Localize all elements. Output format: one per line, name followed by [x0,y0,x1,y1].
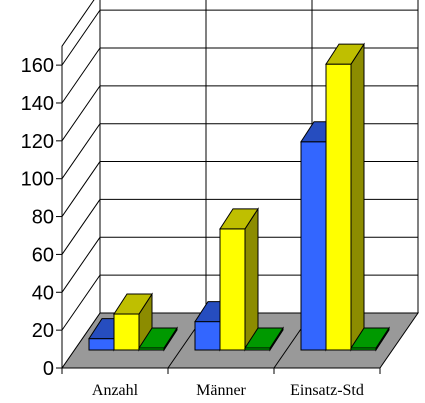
y-tick-label: 60 [32,244,54,266]
chart-side-wall [61,0,101,370]
bar-front [113,313,140,351]
bar-front [194,321,221,351]
bar [325,42,365,352]
bar-front [300,141,327,351]
y-tick-label: 80 [32,207,54,229]
y-tick-label: 20 [32,320,54,342]
y-tick-label: 100 [21,169,54,191]
x-tick-label: Männer [196,382,246,399]
bar-front [325,63,352,351]
bar-top [350,327,390,349]
y-tick-label: 0 [43,358,54,380]
bar [350,326,390,352]
y-tick-label: 140 [21,93,54,115]
bar [138,326,178,352]
bar [244,326,284,352]
bar [113,292,153,352]
bar-top [113,293,153,315]
bar-top [219,208,259,230]
y-tick-label: 120 [21,131,54,153]
y-tick-label: 160 [21,55,54,77]
y-tick-label: 40 [32,282,54,304]
bar [219,207,259,352]
chart-back-wall [99,0,419,314]
bar-front [88,338,115,351]
bar-front [219,228,246,351]
bar-side [350,42,365,352]
bar-top [138,327,178,349]
bar-top [244,327,284,349]
bar-side [244,207,259,352]
x-tick-label: Anzahl [92,382,139,399]
x-tick-label: Einsatz-Std [290,382,364,399]
bar-top [325,43,365,65]
